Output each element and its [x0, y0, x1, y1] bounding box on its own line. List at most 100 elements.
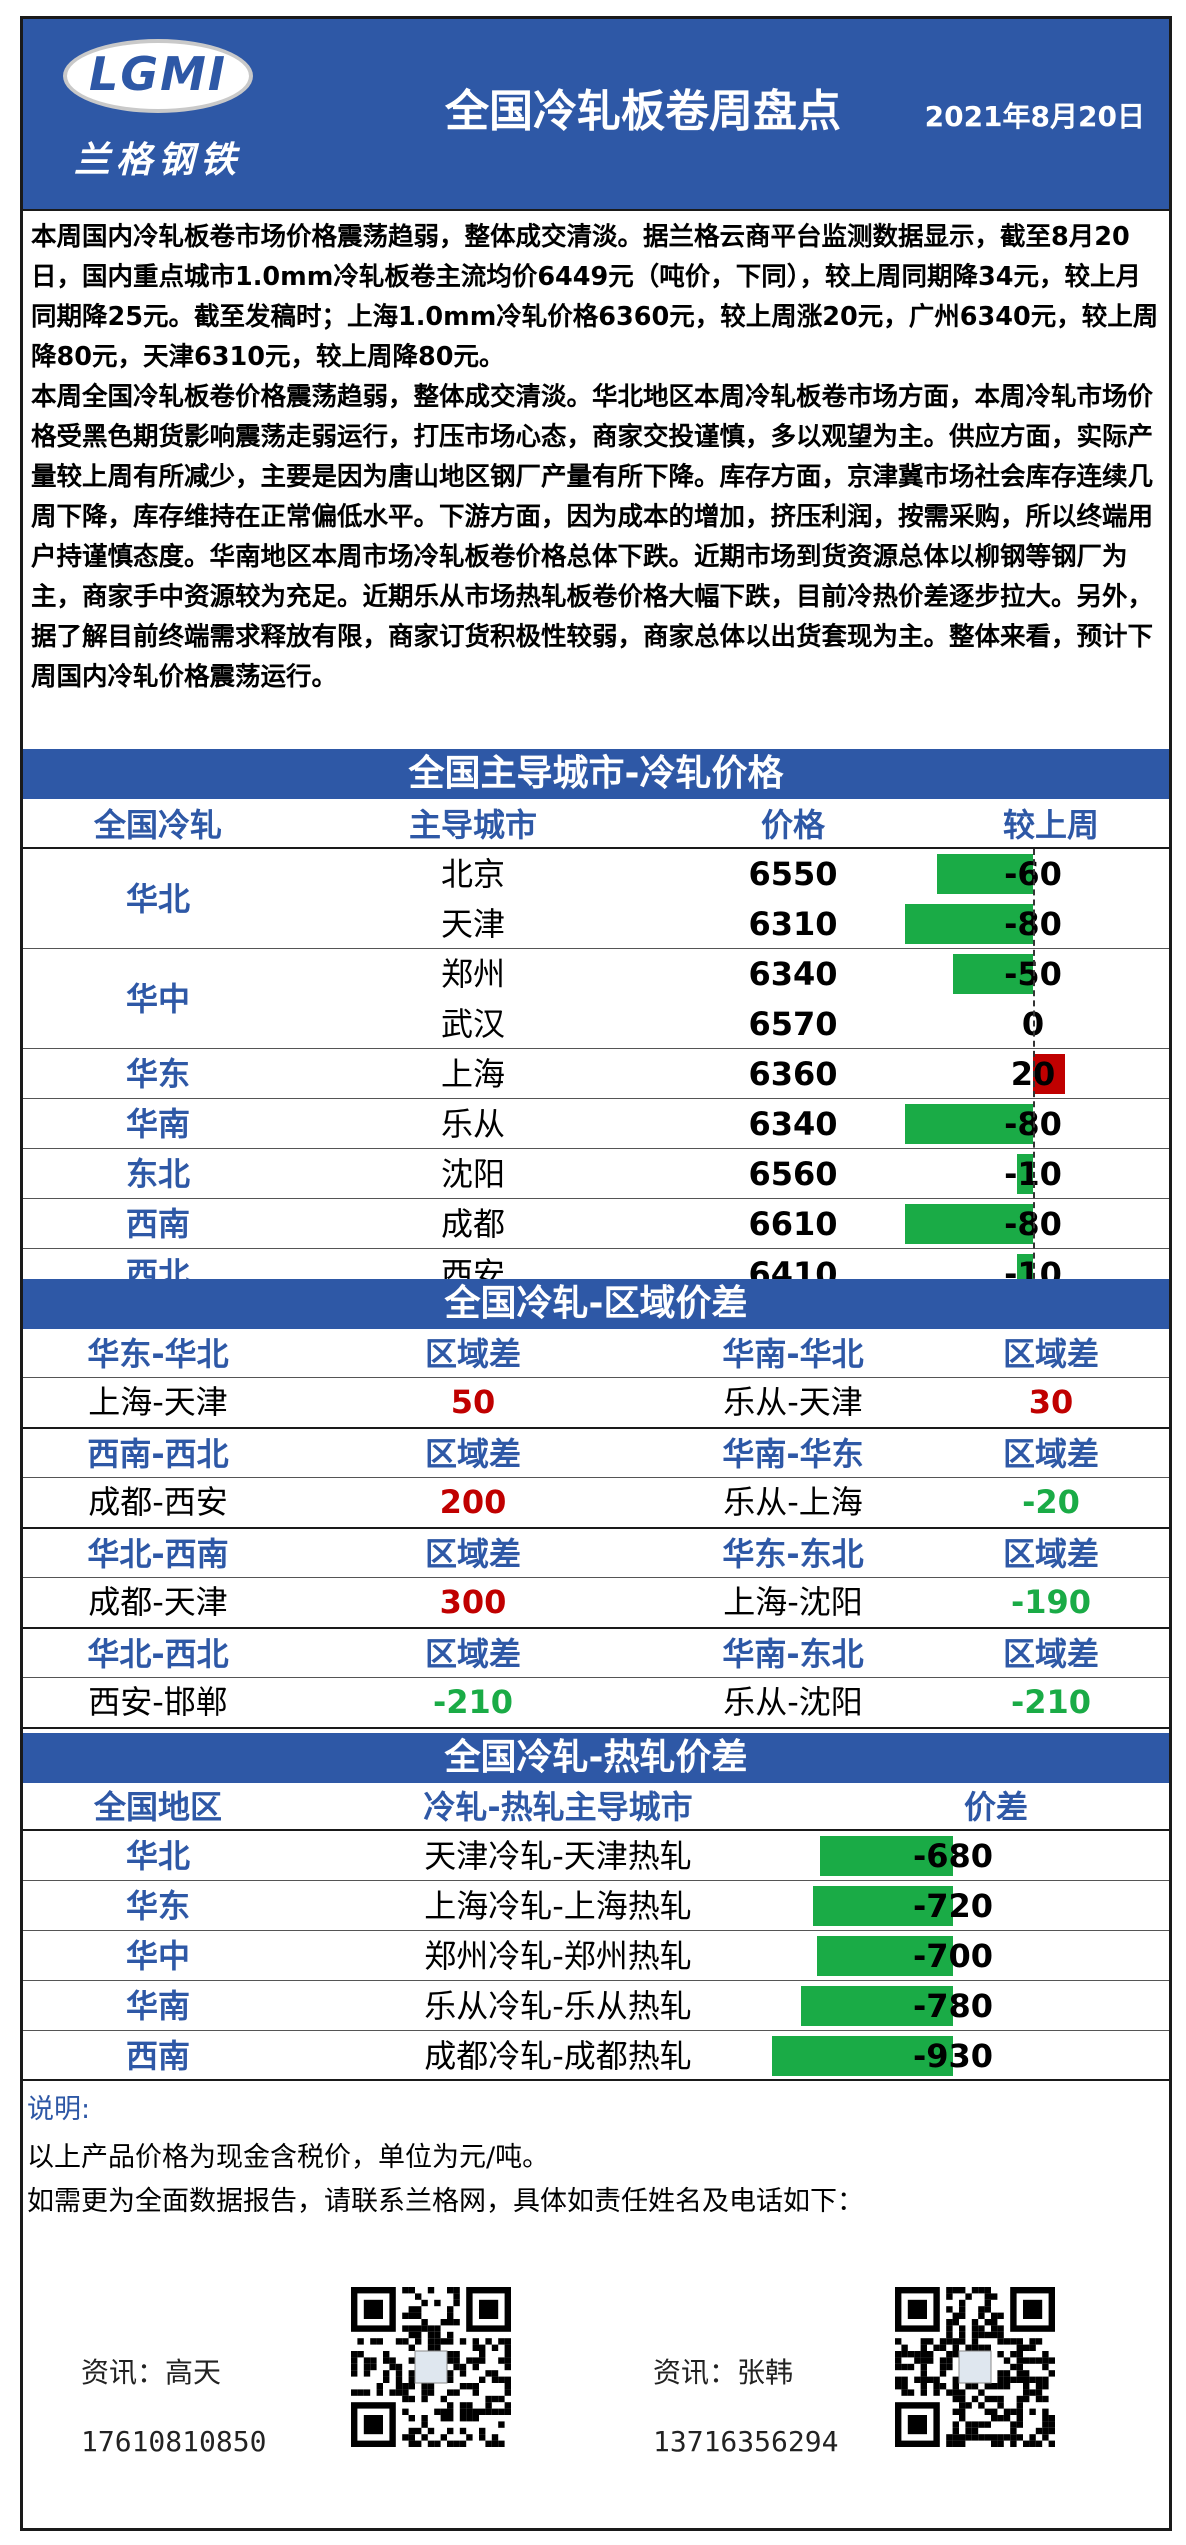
region-label: 华东	[125, 1887, 190, 1925]
hot-row-divider	[23, 1980, 1169, 1981]
city-pair: 天津冷轧-天津热轧	[424, 1837, 692, 1875]
qr-code-2	[895, 2287, 1055, 2447]
region-pair-head: 华南-华北	[722, 1335, 864, 1373]
price-group-divider	[23, 1148, 1169, 1149]
company-logo: LGMI 兰格钢铁	[63, 39, 253, 189]
region-label: 华北	[125, 880, 190, 918]
region-block-divider	[23, 1727, 1169, 1729]
price-header-1: 主导城市	[408, 806, 537, 844]
region-head-divider	[23, 1477, 1169, 1478]
diff-bar-negative	[800, 1986, 953, 2026]
diff-bar-negative	[820, 1836, 953, 1876]
city-pair: 上海冷轧-上海热轧	[424, 1887, 692, 1925]
city-pair: 成都-西安	[88, 1483, 228, 1521]
summary-paragraph-2: 本周全国冷轧板卷价格震荡趋弱，整体成交清淡。华北地区本周冷轧板卷市场方面，本周冷…	[31, 382, 1154, 692]
price-value: 6360	[748, 1055, 838, 1093]
region-diff-value: -210	[432, 1683, 514, 1721]
price-value: 6340	[748, 1105, 838, 1143]
logo-oval	[63, 39, 253, 113]
change-bar-negative	[905, 904, 1033, 944]
logo-text: LGMI	[89, 47, 227, 101]
price-header-3: 较上周	[1002, 806, 1099, 844]
notes-divider	[23, 2079, 1169, 2081]
notes-label: 说明:	[27, 2094, 91, 2125]
region-block-divider	[23, 1627, 1169, 1629]
price-group-divider	[23, 1048, 1169, 1049]
city-name: 天津	[440, 905, 505, 943]
region-diff-value: -190	[1010, 1583, 1092, 1621]
change-bar-positive	[1033, 1054, 1065, 1094]
region-label: 华中	[125, 1937, 190, 1975]
region-diff-value: -210	[1010, 1683, 1092, 1721]
price-value: 6560	[748, 1155, 838, 1193]
region-section-title: 全国冷轧-区域价差	[23, 1279, 1169, 1329]
diff-bar-negative	[816, 1936, 953, 1976]
city-pair: 上海-沈阳	[723, 1583, 863, 1621]
city-pair: 成都冷轧-成都热轧	[424, 2037, 692, 2075]
city-pair: 郑州冷轧-郑州热轧	[424, 1937, 692, 1975]
diff-value: -780	[912, 1987, 994, 2025]
region-pair-head: 华北-西北	[87, 1635, 229, 1673]
diff-bar-negative	[771, 2036, 953, 2076]
summary-paragraph-1: 本周国内冷轧板卷市场价格震荡趋弱，整体成交清淡。据兰格云商平台监测数据显示，截至…	[31, 222, 1159, 372]
contact-name-1: 资讯：高天	[81, 2356, 222, 2389]
city-name: 乐从	[440, 1105, 505, 1143]
city-pair: 乐从-沈阳	[723, 1683, 863, 1721]
page-title: 全国冷轧板卷周盘点	[445, 86, 841, 137]
region-diff-value: -20	[1022, 1483, 1080, 1521]
region-pair-head: 华南-东北	[722, 1635, 864, 1673]
city-name: 沈阳	[440, 1155, 505, 1193]
region-diff-head: 区域差	[424, 1335, 521, 1373]
change-bar-negative	[1017, 1154, 1033, 1194]
price-value: 6340	[748, 955, 838, 993]
price-zero-axis	[1033, 849, 1035, 1299]
price-group-divider	[23, 1198, 1169, 1199]
diff-value: -700	[912, 1937, 994, 1975]
city-pair: 乐从冷轧-乐从热轧	[424, 1987, 692, 2025]
region-pair-head: 西南-西北	[87, 1435, 229, 1473]
region-head-divider	[23, 1377, 1169, 1378]
hot-row-divider	[23, 1880, 1169, 1881]
price-header-0: 全国冷轧	[93, 806, 222, 844]
header-banner: LGMI 兰格钢铁 全国冷轧板卷周盘点 2021年8月20日	[23, 19, 1169, 209]
city-name: 成都	[440, 1205, 505, 1243]
city-pair: 上海-天津	[88, 1383, 228, 1421]
region-label: 华中	[125, 980, 190, 1018]
diff-value: -720	[912, 1887, 994, 1925]
region-diff-head: 区域差	[1002, 1435, 1099, 1473]
city-pair: 乐从-天津	[723, 1383, 863, 1421]
contact-phone-2: 13716356294	[653, 2425, 839, 2458]
report-frame: LGMI 兰格钢铁 全国冷轧板卷周盘点 2021年8月20日 本周国内冷轧板卷市…	[20, 16, 1172, 2531]
region-diff-head: 区域差	[1002, 1635, 1099, 1673]
region-diff-value: 200	[439, 1483, 507, 1521]
city-pair: 成都-天津	[88, 1583, 228, 1621]
change-bar-negative	[953, 954, 1033, 994]
region-label: 华东	[125, 1055, 190, 1093]
region-label: 西南	[125, 2037, 190, 2075]
region-block-divider	[23, 1527, 1169, 1529]
notes-line-2: 如需更为全面数据报告，请联系兰格网，具体如责任姓名及电话如下：	[27, 2186, 864, 2217]
report-date: 2021年8月20日	[924, 100, 1145, 133]
region-pair-head: 华东-华北	[87, 1335, 229, 1373]
region-diff-head: 区域差	[424, 1635, 521, 1673]
region-diff-value: 50	[450, 1383, 496, 1421]
price-value: 6310	[748, 905, 838, 943]
change-bar-negative	[937, 854, 1033, 894]
region-diff-head: 区域差	[1002, 1535, 1099, 1573]
region-pair-head: 华南-华东	[722, 1435, 864, 1473]
city-name: 北京	[440, 855, 505, 893]
notes-line-1: 以上产品价格为现金含税价，单位为元/吨。	[27, 2142, 550, 2173]
hot-header-divider	[23, 1829, 1169, 1831]
price-header-2: 价格	[760, 806, 825, 844]
hot-header-0: 全国地区	[93, 1788, 222, 1826]
region-pair-head: 华东-东北	[722, 1535, 864, 1573]
region-head-divider	[23, 1577, 1169, 1578]
price-group-divider	[23, 1098, 1169, 1099]
region-label: 华南	[125, 1987, 190, 2025]
market-summary: 本周国内冷轧板卷市场价格震荡趋弱，整体成交清淡。据兰格云商平台监测数据显示，截至…	[23, 209, 1169, 749]
logo-chinese-name: 兰格钢铁	[73, 139, 242, 181]
qr-code-1	[351, 2287, 511, 2447]
region-diff-value: 30	[1028, 1383, 1074, 1421]
hot-header-2: 价差	[963, 1788, 1028, 1826]
region-label: 西南	[125, 1205, 190, 1243]
